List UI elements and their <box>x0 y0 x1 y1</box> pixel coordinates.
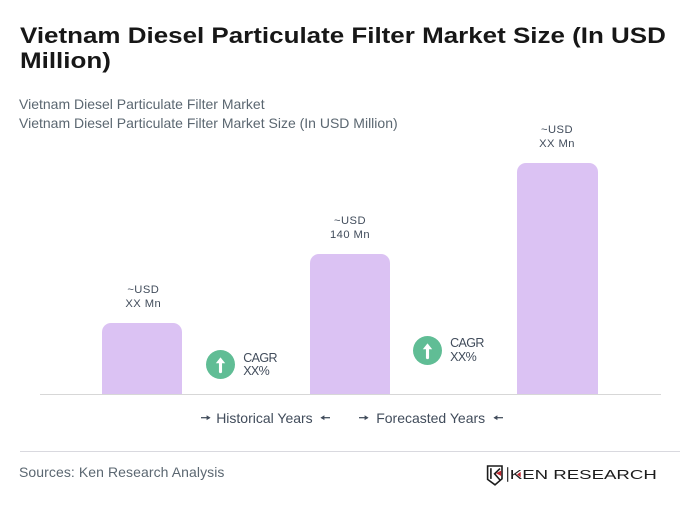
svg-text:KEN RESEARCH: KEN RESEARCH <box>510 467 657 482</box>
